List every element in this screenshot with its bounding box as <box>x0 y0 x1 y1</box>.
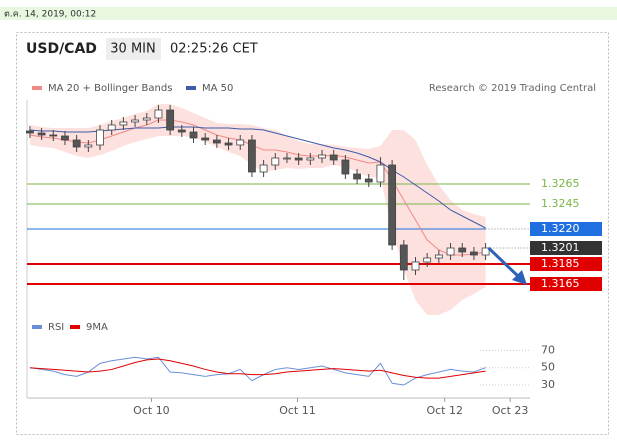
level-label: 1.3220 <box>541 222 580 235</box>
candle-body <box>458 247 467 253</box>
level-label: 1.3201 <box>541 241 580 254</box>
candle-body <box>470 251 478 256</box>
x-tick-label: Oct 10 <box>133 404 170 417</box>
candle-body <box>364 178 373 183</box>
level-label-box <box>530 241 602 255</box>
candle-body <box>201 137 210 141</box>
candle-body <box>283 157 291 160</box>
timestamp: ต.ค. 14, 2019, 00:12 <box>4 10 96 20</box>
candle-body <box>271 157 280 166</box>
rsi-tick-label: 70 <box>541 343 555 356</box>
candle-body <box>294 157 303 161</box>
rsi-line <box>29 356 486 386</box>
legend-label: MA 20 + Bollinger Bands <box>48 83 172 94</box>
candle-body <box>119 121 128 126</box>
credit: Research © 2019 Trading Central <box>429 83 596 94</box>
ma-line <box>29 126 486 229</box>
panel-border <box>16 32 609 435</box>
time: 02:25:26 CET <box>170 42 258 57</box>
legend-label: RSI <box>48 322 64 333</box>
interval: 30 MIN <box>110 42 155 57</box>
chart-title: USD/CAD <box>26 41 97 57</box>
candle-body <box>376 164 385 183</box>
candle-body <box>259 164 268 173</box>
legend-label: 9MA <box>86 322 108 333</box>
candle-body <box>434 254 443 259</box>
candle-body <box>341 159 350 175</box>
candle-body <box>142 117 151 121</box>
legend-swatch <box>32 86 42 90</box>
candle-body <box>423 257 432 263</box>
candle-body <box>177 129 186 133</box>
candle-body <box>224 142 233 146</box>
rsi-tick-label: 30 <box>541 378 555 391</box>
candle-body <box>248 139 256 173</box>
legend-swatch <box>70 325 80 329</box>
bollinger-band <box>29 104 486 315</box>
candle-body <box>154 109 163 119</box>
candle-body <box>37 132 46 136</box>
rsi-line <box>29 358 486 379</box>
x-tick-label: Oct 23 <box>492 404 529 417</box>
legend-swatch <box>186 86 196 90</box>
candle-body <box>329 154 338 161</box>
timestamp-bar <box>0 7 617 20</box>
candle-body <box>107 124 116 131</box>
candle-body <box>306 157 315 161</box>
candle-body <box>131 119 139 123</box>
x-tick-label: Oct 12 <box>426 404 463 417</box>
level-label: 1.3265 <box>541 177 580 190</box>
candle-body <box>26 130 34 134</box>
candle-body <box>399 244 408 271</box>
candle-body <box>212 139 221 144</box>
candle-body <box>481 247 490 256</box>
candle-body <box>61 135 69 141</box>
x-tick-label: Oct 11 <box>279 404 316 417</box>
legend-label: MA 50 <box>202 83 233 94</box>
level-label-box <box>530 257 602 271</box>
candle-body <box>353 173 361 180</box>
candle-body <box>72 139 81 148</box>
ma-line <box>29 119 486 256</box>
candle-body <box>318 154 326 159</box>
forecast-arrow <box>487 246 522 280</box>
candle-body <box>411 261 420 271</box>
rsi-tick-label: 50 <box>541 361 555 374</box>
level-label-box <box>530 277 602 291</box>
forecast-arrowhead <box>512 270 527 285</box>
legend-swatch <box>32 325 42 329</box>
interval-box <box>106 38 161 60</box>
level-label-box <box>530 222 602 236</box>
candle-body <box>388 164 397 246</box>
level-label: 1.3165 <box>541 277 580 290</box>
level-label: 1.3185 <box>541 257 580 270</box>
candle-body <box>96 129 104 146</box>
level-label: 1.3245 <box>541 197 580 210</box>
candle-body <box>446 247 455 256</box>
candle-body <box>166 109 175 131</box>
candle-body <box>84 144 93 148</box>
candle-body <box>49 134 58 137</box>
candle-body <box>236 139 245 146</box>
candle-body <box>189 131 198 139</box>
